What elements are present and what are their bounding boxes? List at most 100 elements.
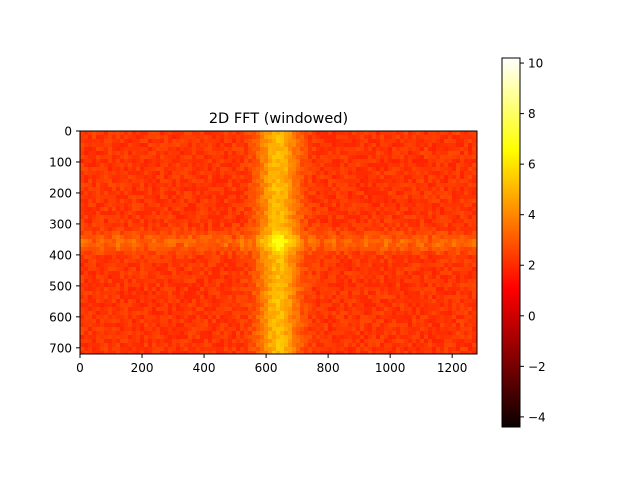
heatmap-cell	[164, 263, 169, 268]
heatmap-cell	[104, 263, 109, 268]
heatmap-cell	[308, 235, 313, 240]
heatmap-cell	[296, 267, 301, 272]
heatmap-cell	[388, 271, 393, 276]
heatmap-cell	[228, 207, 233, 212]
heatmap-cell	[284, 199, 289, 204]
heatmap-cell	[248, 235, 253, 240]
heatmap-cell	[188, 247, 193, 252]
heatmap-cell	[372, 275, 377, 280]
heatmap-cell	[332, 207, 337, 212]
heatmap-cell	[316, 211, 321, 216]
heatmap-cell	[284, 179, 289, 184]
heatmap-cell	[156, 247, 161, 252]
heatmap-cell	[440, 259, 445, 264]
heatmap-cell	[336, 219, 341, 224]
heatmap-cell	[292, 307, 297, 312]
heatmap-cell	[356, 187, 361, 192]
heatmap-cell	[380, 295, 385, 300]
heatmap-cell	[340, 263, 345, 268]
heatmap-cell	[420, 323, 425, 328]
heatmap-cell	[424, 219, 429, 224]
heatmap-cell	[104, 191, 109, 196]
heatmap-cell	[372, 243, 377, 248]
heatmap-cell	[404, 191, 409, 196]
heatmap-cell	[144, 323, 149, 328]
heatmap-cell	[392, 299, 397, 304]
heatmap-cell	[108, 143, 113, 148]
heatmap-cell	[428, 275, 433, 280]
heatmap-cell	[296, 175, 301, 180]
heatmap-cell	[176, 199, 181, 204]
heatmap-cell	[124, 195, 129, 200]
heatmap-cell	[428, 291, 433, 296]
heatmap-cell	[324, 219, 329, 224]
heatmap-cell	[96, 207, 101, 212]
heatmap-cell	[404, 267, 409, 272]
heatmap-cell	[188, 143, 193, 148]
heatmap-cell	[376, 227, 381, 232]
heatmap-cell	[176, 175, 181, 180]
heatmap-cell	[448, 267, 453, 272]
heatmap-cell	[192, 291, 197, 296]
heatmap-cell	[244, 151, 249, 156]
heatmap-cell	[452, 263, 457, 268]
heatmap-cell	[324, 255, 329, 260]
heatmap-cell	[432, 267, 437, 272]
heatmap-cell	[312, 275, 317, 280]
heatmap-cell	[248, 303, 253, 308]
heatmap-cell	[300, 303, 305, 308]
heatmap-cell	[352, 151, 357, 156]
heatmap-cell	[228, 135, 233, 140]
heatmap-cell	[376, 179, 381, 184]
heatmap-cell	[112, 159, 117, 164]
heatmap-cell	[132, 163, 137, 168]
heatmap-cell	[200, 207, 205, 212]
heatmap-cell	[248, 283, 253, 288]
heatmap-cell	[464, 183, 469, 188]
heatmap-cell	[456, 159, 461, 164]
heatmap-cell	[88, 219, 93, 224]
heatmap-cell	[120, 171, 125, 176]
heatmap-cell	[352, 223, 357, 228]
heatmap-cell	[428, 327, 433, 332]
heatmap-cell	[124, 299, 129, 304]
heatmap-cell	[348, 171, 353, 176]
heatmap-cell	[456, 291, 461, 296]
heatmap-cell	[172, 199, 177, 204]
heatmap-cell	[192, 223, 197, 228]
heatmap-cell	[304, 171, 309, 176]
heatmap-cell	[412, 243, 417, 248]
heatmap-cell	[264, 287, 269, 292]
heatmap-cell	[132, 295, 137, 300]
heatmap-cell	[380, 235, 385, 240]
heatmap-cell	[316, 231, 321, 236]
heatmap-cell	[100, 175, 105, 180]
heatmap-cell	[128, 219, 133, 224]
heatmap-cell	[336, 163, 341, 168]
heatmap-cell	[292, 199, 297, 204]
heatmap-cell	[328, 211, 333, 216]
heatmap-cell	[160, 287, 165, 292]
heatmap-cell	[176, 219, 181, 224]
heatmap-cell	[192, 307, 197, 312]
heatmap-cell	[88, 299, 93, 304]
heatmap-cell	[236, 323, 241, 328]
heatmap-cell	[136, 239, 141, 244]
heatmap-cell	[336, 283, 341, 288]
heatmap-cell	[260, 211, 265, 216]
heatmap-cell	[148, 179, 153, 184]
heatmap-cell	[264, 263, 269, 268]
heatmap-cell	[452, 255, 457, 260]
heatmap-cell	[180, 135, 185, 140]
heatmap-cell	[276, 287, 281, 292]
heatmap-cell	[268, 319, 273, 324]
heatmap-cell	[200, 147, 205, 152]
heatmap-cell	[244, 163, 249, 168]
heatmap-cell	[312, 251, 317, 256]
heatmap-cell	[128, 179, 133, 184]
heatmap-cell	[304, 259, 309, 264]
heatmap-cell	[408, 255, 413, 260]
heatmap-cell	[368, 187, 373, 192]
heatmap-cell	[392, 211, 397, 216]
heatmap-cell	[92, 227, 97, 232]
